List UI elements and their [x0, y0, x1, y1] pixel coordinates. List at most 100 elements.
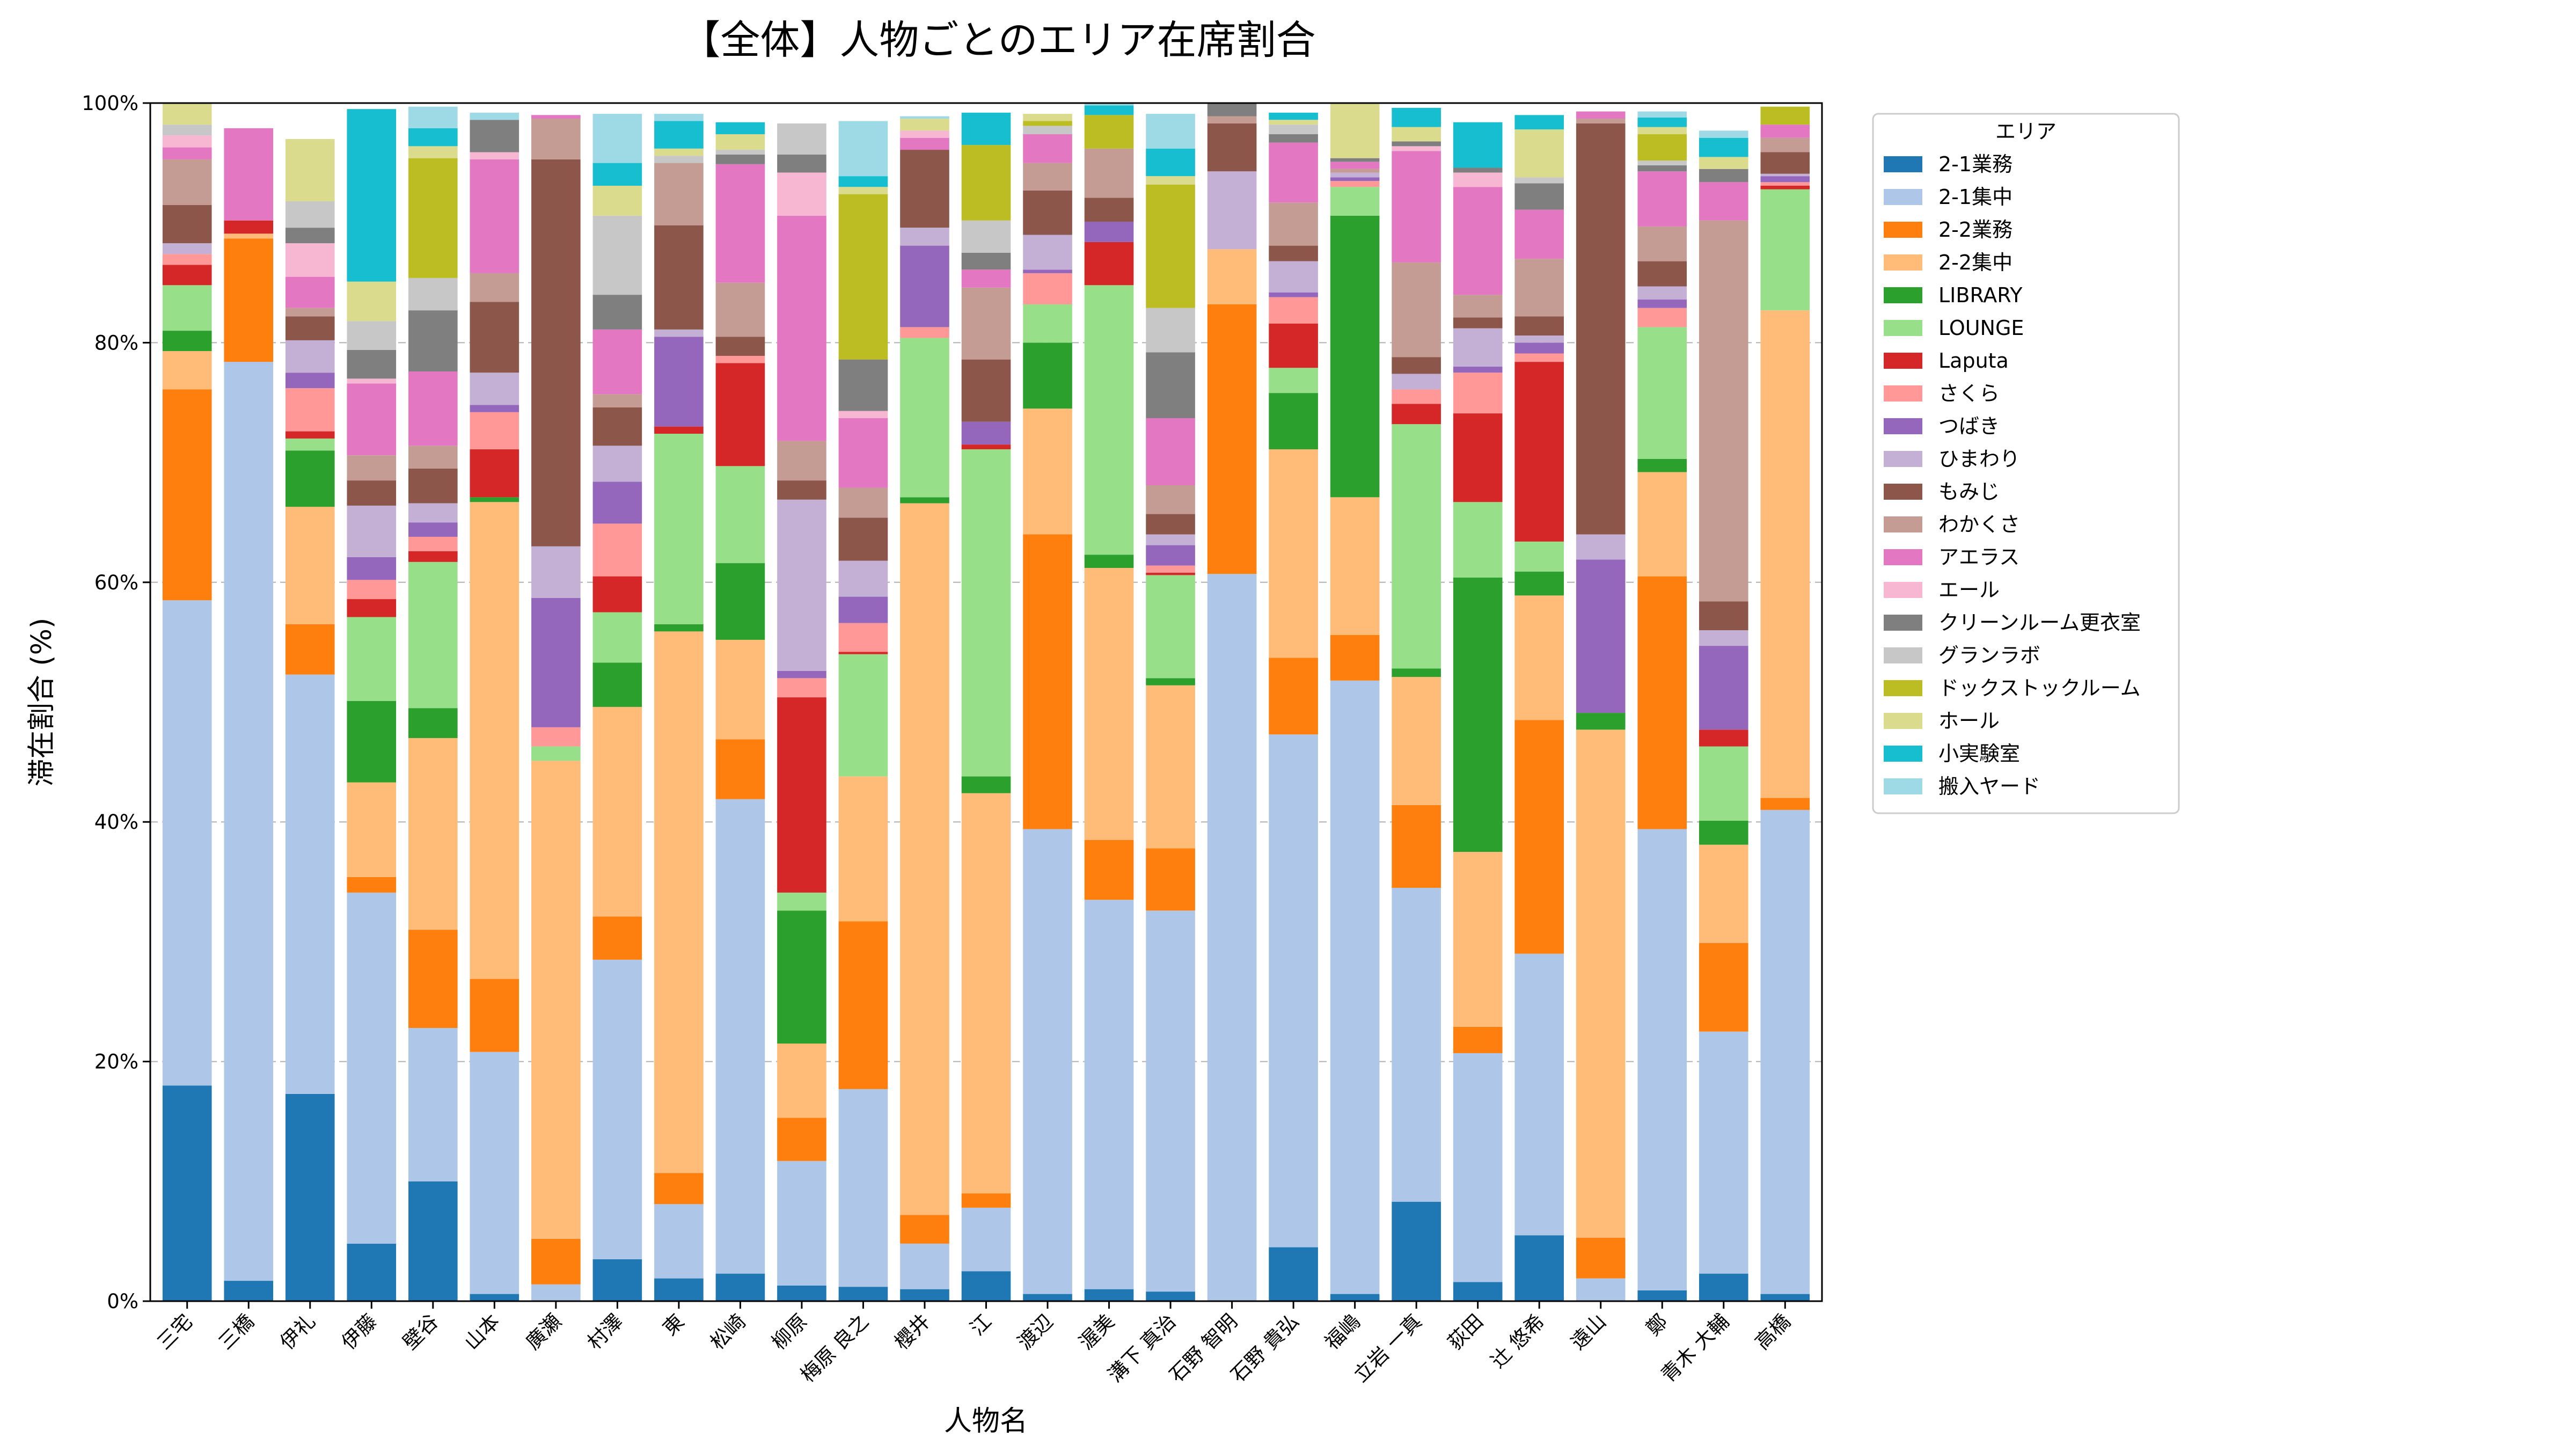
bar-segment	[1760, 310, 1810, 798]
bar-segment	[1207, 249, 1257, 304]
bar-segment	[408, 128, 458, 147]
bar-segment	[1023, 534, 1072, 829]
bar-segment	[1760, 173, 1810, 177]
x-tick-label: 渥美	[1074, 1310, 1119, 1354]
bar-segment	[347, 701, 397, 783]
bar-segment	[1023, 235, 1072, 270]
bar-segment	[777, 678, 826, 698]
bar-stack	[470, 112, 519, 1301]
bar-segment	[285, 201, 335, 228]
bar-segment	[1760, 125, 1810, 138]
bar-segment	[408, 310, 458, 371]
bar-segment	[1269, 142, 1318, 203]
x-tick-label: 荻田	[1443, 1310, 1488, 1354]
bar-segment	[1023, 408, 1072, 535]
bar-segment	[715, 134, 765, 150]
bar-segment	[1392, 424, 1441, 669]
bar-segment	[408, 106, 458, 128]
bar-segment	[900, 327, 949, 338]
bar-segment	[592, 481, 642, 524]
bar-segment	[470, 1294, 519, 1301]
x-axis-ticks: 三宅 三橋 伊礼 伊藤 壁谷 山本 廣瀬 村澤 東松崎 柳原梅原 良之 櫻井江渡辺 渥美溝下 真治石野…	[152, 1301, 1795, 1387]
x-axis-label: 人物名	[944, 1405, 1028, 1438]
bar-segment	[1330, 635, 1380, 681]
bar-segment	[654, 624, 704, 632]
bar-segment	[1514, 342, 1564, 354]
bar-segment	[1514, 541, 1564, 572]
bar-segment	[1514, 316, 1564, 336]
x-tick-label: 山本	[460, 1310, 504, 1354]
bar-segment	[408, 1028, 458, 1181]
bar-segment	[1699, 182, 1748, 221]
bar-segment	[408, 1181, 458, 1301]
y-tick-label: 100%	[82, 92, 138, 115]
bar-segment	[592, 295, 642, 330]
bar-segment	[1453, 187, 1503, 295]
bar-segment	[961, 1207, 1011, 1272]
bar-segment	[1146, 176, 1195, 185]
bar-stack	[1453, 122, 1503, 1301]
bar-segment	[285, 316, 335, 340]
bar-segment	[408, 738, 458, 930]
bar-stack	[1392, 107, 1441, 1301]
bar-segment	[1146, 1292, 1195, 1301]
bar-segment	[1392, 668, 1441, 677]
bar-segment	[1330, 103, 1380, 158]
bar-segment	[1269, 245, 1318, 261]
bar-segment	[1699, 729, 1748, 747]
bar-segment	[592, 662, 642, 707]
x-tick-label: 石野 貴弘	[1226, 1310, 1303, 1387]
legend-swatch	[1884, 647, 1922, 663]
bar-segment	[531, 546, 581, 598]
bar-segment	[1023, 269, 1072, 273]
bar-segment	[162, 125, 212, 136]
x-tick-label: 立岩 一真	[1349, 1310, 1426, 1387]
bar-segment	[1207, 304, 1257, 574]
legend-title: エリア	[1995, 120, 2057, 143]
bar-segment	[1453, 1026, 1503, 1053]
bar-segment	[900, 137, 949, 150]
bar-segment	[1269, 393, 1318, 450]
bar-segment	[1453, 852, 1503, 1027]
bar-segment	[838, 194, 888, 360]
bar-segment	[285, 243, 335, 277]
bar-stacks	[162, 103, 1810, 1301]
x-tick-label: 遠山	[1566, 1310, 1611, 1354]
bar-segment	[1207, 574, 1257, 1301]
bar-segment	[592, 329, 642, 395]
bar-segment	[1269, 292, 1318, 297]
bar-segment	[1023, 829, 1072, 1294]
bar-stack	[1146, 114, 1195, 1301]
legend-label: 搬入ヤード	[1938, 775, 2040, 798]
legend-label: LOUNGE	[1938, 316, 2024, 340]
bar-segment	[1146, 848, 1195, 911]
bar-segment	[961, 1271, 1011, 1301]
bar-segment	[592, 163, 642, 186]
bar-segment	[592, 959, 642, 1259]
bar-segment	[715, 122, 765, 135]
bar-segment	[1699, 157, 1748, 169]
bar-segment	[838, 1287, 888, 1301]
bar-segment	[1699, 601, 1748, 631]
legend-swatch	[1884, 516, 1922, 532]
bar-segment	[1576, 534, 1626, 560]
bar-segment	[1269, 120, 1318, 125]
bar-segment	[838, 487, 888, 518]
bar-segment	[838, 411, 888, 419]
bar-segment	[1269, 368, 1318, 393]
bar-segment	[1084, 148, 1134, 198]
bar-segment	[715, 154, 765, 164]
legend-label: 2-1業務	[1938, 152, 2012, 176]
bar-segment	[715, 363, 765, 466]
bar-segment	[162, 265, 212, 286]
bar-segment	[838, 596, 888, 623]
bar-segment	[347, 617, 397, 701]
bar-segment	[1269, 297, 1318, 324]
bar-segment	[1699, 130, 1748, 138]
x-tick-label: 村澤	[583, 1310, 627, 1354]
bar-segment	[654, 1204, 704, 1279]
bar-segment	[900, 1289, 949, 1301]
bar-segment	[470, 405, 519, 412]
bar-stack	[1760, 106, 1810, 1301]
bar-segment	[531, 159, 581, 546]
